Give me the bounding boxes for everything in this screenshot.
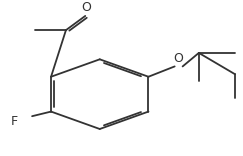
Text: F: F xyxy=(10,115,17,128)
Text: O: O xyxy=(173,52,183,65)
Text: O: O xyxy=(82,1,91,14)
